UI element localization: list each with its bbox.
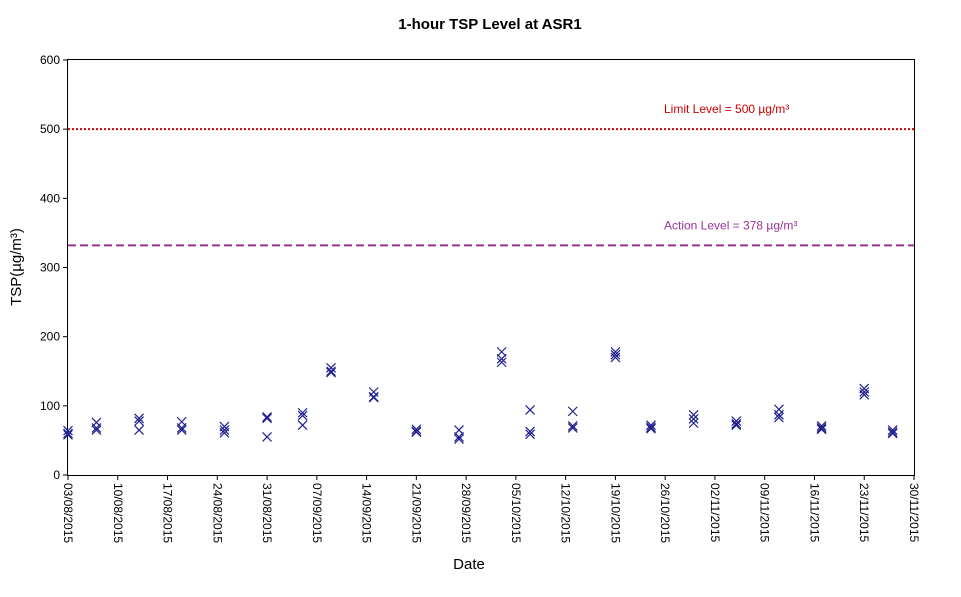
data-point	[368, 392, 379, 403]
data-point	[688, 418, 699, 429]
reference-line-label: Limit Level = 500 µg/m³	[664, 102, 789, 116]
data-point	[859, 387, 870, 397]
x-tick-label: 28/09/2015	[459, 483, 473, 543]
data-point	[326, 362, 336, 373]
x-tick-label: 07/09/2015	[310, 483, 324, 543]
data-point	[567, 423, 578, 433]
data-point	[731, 416, 742, 426]
data-point	[91, 425, 102, 435]
data-point	[887, 425, 898, 435]
data-point	[134, 425, 145, 435]
data-point	[567, 406, 578, 417]
data-point	[610, 349, 621, 360]
x-tick-label: 09/11/2015	[758, 483, 772, 542]
data-point	[525, 429, 536, 440]
data-point	[688, 414, 699, 424]
y-tick-label: 0	[53, 468, 60, 482]
x-tick-label: 31/08/2015	[260, 483, 274, 543]
x-tick-label: 05/10/2015	[509, 483, 523, 543]
y-axis: 0 100 200 300 400 500 600	[40, 53, 68, 482]
data-point	[454, 425, 464, 435]
data-point	[411, 424, 422, 435]
data-point	[496, 353, 507, 364]
x-tick-label: 03/08/2015	[61, 483, 75, 543]
reference-lines: Limit Level = 500 µg/m³ Action Level = 37…	[68, 102, 914, 247]
data-point	[816, 423, 827, 433]
data-point	[525, 426, 536, 437]
y-tick-label: 100	[40, 399, 60, 413]
reference-line-label: Action Level = 378 µg/m³	[664, 218, 797, 232]
data-point	[887, 428, 898, 439]
y-tick-label: 500	[40, 122, 60, 136]
x-axis-label: Date	[453, 556, 485, 573]
chart-title: 1-hour TSP Level at ASR1	[398, 16, 581, 33]
x-tick-label: 12/10/2015	[559, 483, 573, 543]
x-axis: 03/08/2015 10/08/2015 17/08/2015 24/08/2015…	[61, 475, 921, 543]
y-tick-label: 400	[40, 191, 60, 205]
data-point	[134, 416, 145, 426]
data-point	[610, 352, 621, 363]
data-point	[496, 357, 507, 368]
x-tick-label: 10/08/2015	[111, 483, 125, 543]
data-point	[297, 410, 308, 421]
data-point	[816, 424, 827, 435]
data-points	[63, 346, 898, 444]
data-point	[859, 389, 870, 400]
data-point	[646, 422, 656, 433]
x-tick-label: 26/10/2015	[658, 483, 672, 543]
y-tick-label: 600	[40, 53, 60, 67]
data-point	[816, 420, 827, 431]
data-point	[219, 425, 230, 435]
data-point	[176, 425, 187, 435]
y-tick-label: 200	[40, 330, 60, 344]
x-tick-label: 02/11/2015	[708, 483, 722, 542]
data-point	[134, 413, 145, 424]
data-point	[63, 428, 73, 439]
data-point	[496, 346, 507, 357]
data-point	[91, 423, 102, 433]
data-point	[176, 423, 187, 433]
data-point	[887, 427, 898, 438]
data-point	[297, 420, 308, 431]
data-point	[688, 409, 699, 420]
data-point	[525, 405, 536, 415]
x-tick-label: 23/11/2015	[857, 483, 871, 542]
data-point	[731, 418, 742, 429]
x-tick-label: 16/11/2015	[807, 483, 821, 542]
data-point	[262, 432, 272, 442]
data-point	[262, 411, 272, 422]
data-point	[326, 367, 336, 378]
x-tick-label: 14/09/2015	[360, 483, 374, 543]
x-tick-label: 21/09/2015	[409, 483, 423, 543]
data-point	[646, 420, 656, 431]
data-point	[567, 420, 578, 431]
plot-area	[67, 59, 915, 476]
data-point	[297, 407, 308, 418]
data-point	[454, 434, 464, 444]
data-point	[731, 420, 742, 431]
data-point	[411, 427, 422, 438]
x-tick-label: 24/08/2015	[210, 483, 224, 543]
data-point	[262, 413, 272, 424]
data-point	[326, 366, 336, 377]
data-point	[63, 425, 73, 436]
x-tick-label: 17/08/2015	[161, 483, 175, 543]
data-point	[773, 412, 784, 423]
y-tick-label: 300	[40, 261, 60, 275]
data-point	[63, 429, 73, 440]
x-tick-label: 30/11/2015	[907, 483, 921, 542]
data-point	[219, 427, 230, 438]
data-point	[773, 409, 784, 420]
y-axis-label: TSP(µg/m³)	[8, 228, 25, 306]
data-point	[646, 423, 656, 434]
data-point	[454, 432, 464, 442]
x-tick-label: 19/10/2015	[608, 483, 622, 543]
